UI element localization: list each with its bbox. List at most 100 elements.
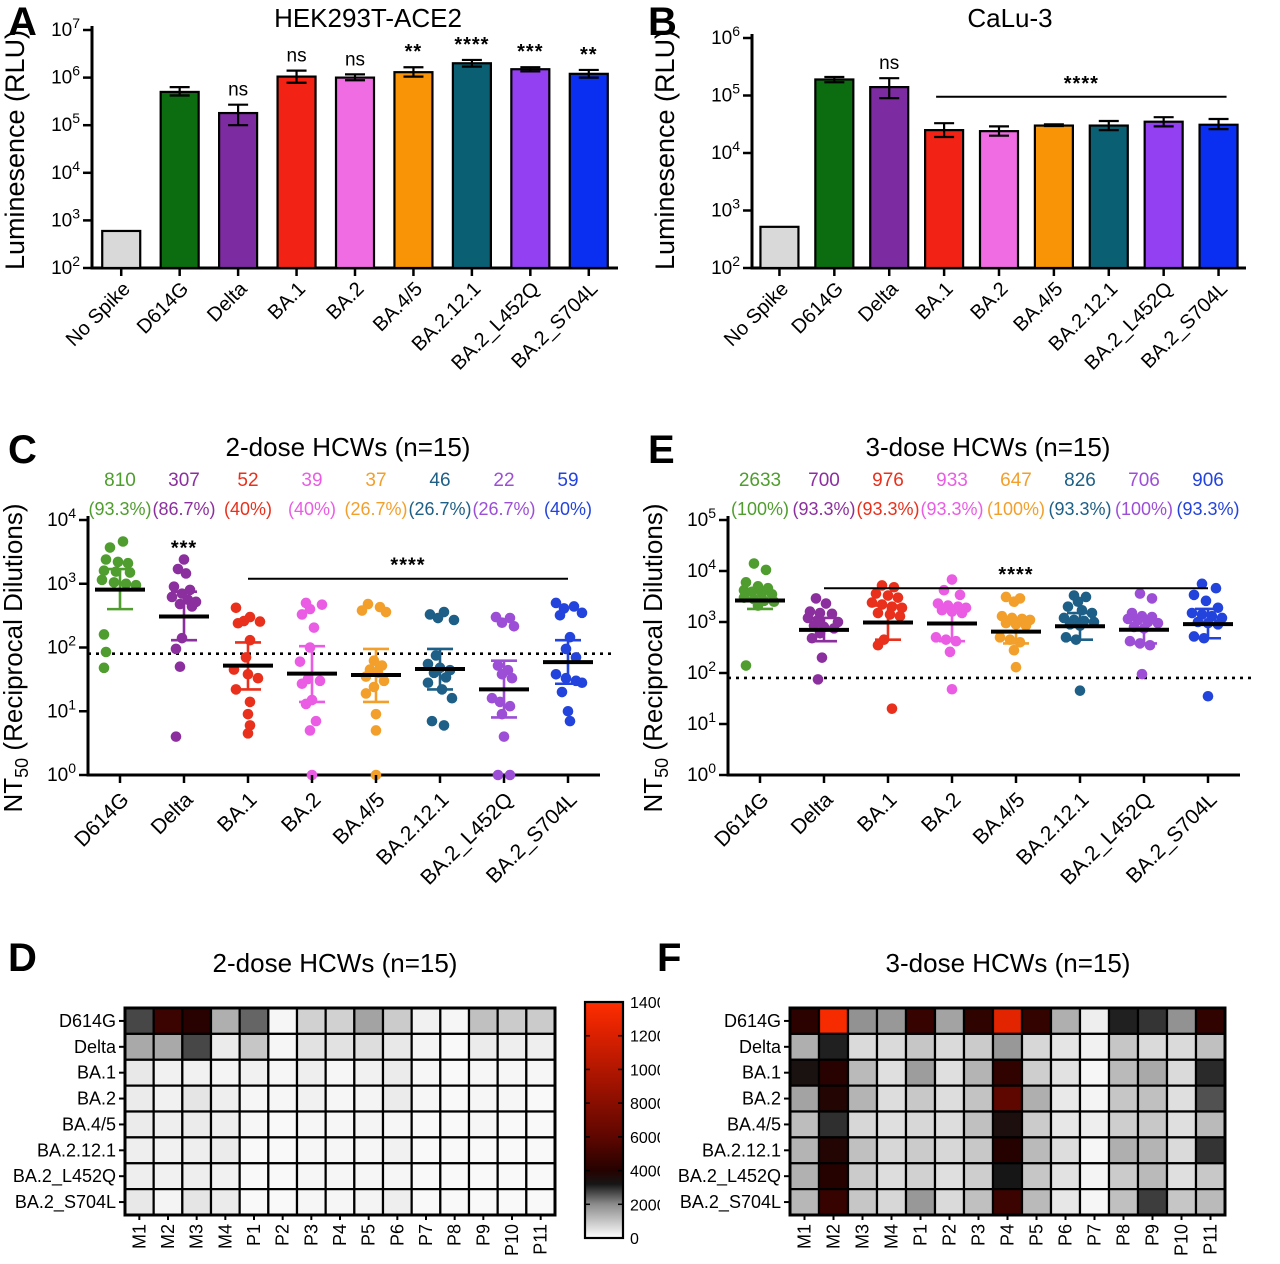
svg-text:BA.1: BA.1	[77, 1063, 116, 1083]
svg-text:P7: P7	[1085, 1224, 1105, 1246]
svg-text:***: ***	[171, 537, 197, 559]
svg-text:****: ****	[390, 555, 425, 577]
svg-text:BA.1: BA.1	[264, 278, 310, 324]
svg-text:M1: M1	[795, 1224, 815, 1249]
panel-f-heatmap: 3-dose HCWs (n=15) D614G Delta BA.1 BA.2 BA.4…	[678, 948, 1227, 1256]
svg-text:M3: M3	[853, 1224, 873, 1249]
svg-text:(93.3%): (93.3%)	[792, 499, 855, 519]
panel-b-bar-chart: CaLu-3 Luminesence (RLU) 102 103 104 105 106 No…	[650, 3, 1246, 375]
svg-text:****: ****	[998, 564, 1033, 586]
svg-text:46: 46	[429, 470, 450, 491]
svg-text:P4: P4	[330, 1224, 350, 1246]
svg-text:BA.2: BA.2	[917, 788, 965, 836]
svg-text:D614G: D614G	[724, 1011, 781, 1031]
svg-text:P3: P3	[301, 1224, 321, 1246]
svg-text:BA.2_S704L: BA.2_S704L	[680, 1192, 781, 1213]
svg-text:906: 906	[1192, 470, 1224, 491]
svg-text:102: 102	[711, 253, 740, 279]
svg-text:(93.3%): (93.3%)	[1176, 499, 1239, 519]
svg-text:Delta: Delta	[147, 788, 198, 839]
svg-text:BA.4/5: BA.4/5	[369, 278, 427, 336]
svg-text:ns: ns	[879, 53, 899, 74]
svg-text:(93.3%): (93.3%)	[856, 499, 919, 519]
svg-text:(26.7%): (26.7%)	[408, 499, 471, 519]
svg-text:(100%): (100%)	[1115, 499, 1173, 519]
svg-text:BA.1: BA.1	[911, 278, 957, 324]
svg-text:No Spike: No Spike	[720, 278, 793, 351]
svg-text:D614G: D614G	[710, 788, 773, 851]
svg-text:CaLu-3: CaLu-3	[967, 3, 1052, 33]
svg-text:976: 976	[872, 470, 904, 491]
svg-text:103: 103	[51, 205, 80, 231]
svg-text:2-dose HCWs (n=15): 2-dose HCWs (n=15)	[213, 948, 458, 978]
svg-text:102: 102	[51, 253, 80, 279]
svg-text:103: 103	[711, 196, 740, 222]
svg-text:BA.2.12.1: BA.2.12.1	[37, 1140, 116, 1160]
svg-text:102: 102	[47, 633, 76, 659]
svg-text:P10: P10	[502, 1224, 522, 1256]
svg-text:P5: P5	[359, 1224, 379, 1246]
svg-text:10000: 10000	[630, 1062, 660, 1079]
svg-text:Delta: Delta	[787, 788, 838, 839]
svg-text:0: 0	[630, 1231, 639, 1248]
svg-text:104: 104	[47, 505, 76, 531]
svg-text:Luminesence (RLU): Luminesence (RLU)	[0, 30, 30, 270]
svg-text:14000: 14000	[630, 995, 660, 1012]
svg-text:(100%): (100%)	[731, 499, 789, 519]
svg-text:NT50 (Reciprocal Dilutions): NT50 (Reciprocal Dilutions)	[640, 503, 672, 812]
svg-text:647: 647	[1000, 470, 1032, 491]
svg-text:P3: P3	[969, 1224, 989, 1246]
svg-text:M2: M2	[824, 1224, 844, 1249]
svg-text:HEK293T-ACE2: HEK293T-ACE2	[274, 3, 462, 33]
svg-text:(26.7%): (26.7%)	[472, 499, 535, 519]
svg-text:P5: P5	[1027, 1224, 1047, 1246]
svg-text:**: **	[405, 41, 423, 63]
svg-text:(26.7%): (26.7%)	[344, 499, 407, 519]
svg-text:BA.2: BA.2	[77, 1089, 116, 1109]
svg-text:100: 100	[47, 760, 76, 786]
svg-text:700: 700	[808, 470, 840, 491]
panel-letter-e: E	[648, 428, 675, 472]
svg-text:4000: 4000	[630, 1164, 660, 1181]
svg-text:37: 37	[365, 470, 386, 491]
svg-text:706: 706	[1128, 470, 1160, 491]
svg-text:2-dose HCWs (n=15): 2-dose HCWs (n=15)	[226, 432, 471, 462]
svg-text:826: 826	[1064, 470, 1096, 491]
svg-text:BA.2_L452Q: BA.2_L452Q	[678, 1166, 781, 1187]
svg-text:BA.2: BA.2	[322, 278, 368, 324]
svg-text:D614G: D614G	[133, 278, 193, 338]
svg-text:P11: P11	[1201, 1224, 1221, 1255]
svg-text:ns: ns	[287, 46, 307, 67]
panel-a-bar-chart: HEK293T-ACE2 Luminesence (RLU) 102 103 104 10…	[0, 3, 618, 375]
svg-text:BA.2.12.1: BA.2.12.1	[702, 1140, 781, 1160]
svg-text:307: 307	[168, 470, 200, 491]
panel-d-heatmap: 2-dose HCWs (n=15) D614G Delta BA.1 BA.2 BA.4…	[13, 948, 660, 1256]
svg-text:6000: 6000	[630, 1130, 660, 1147]
svg-text:BA.1: BA.1	[213, 788, 261, 836]
svg-text:D614G: D614G	[59, 1011, 116, 1031]
svg-text:104: 104	[51, 158, 80, 184]
svg-text:22: 22	[493, 470, 514, 491]
svg-text:ns: ns	[228, 80, 248, 101]
svg-text:P8: P8	[1114, 1224, 1134, 1246]
svg-text:12000: 12000	[630, 1029, 660, 1046]
svg-text:101: 101	[687, 709, 716, 735]
svg-text:BA.2_S704L: BA.2_S704L	[15, 1192, 116, 1213]
svg-text:BA.4/5: BA.4/5	[727, 1114, 781, 1134]
svg-text:BA.1: BA.1	[742, 1063, 781, 1083]
svg-text:106: 106	[711, 23, 740, 49]
svg-text:P7: P7	[416, 1224, 436, 1246]
svg-text:100: 100	[687, 760, 716, 786]
svg-text:933: 933	[936, 470, 968, 491]
svg-text:52: 52	[237, 470, 258, 491]
svg-text:106: 106	[51, 63, 80, 89]
svg-text:****: ****	[1064, 73, 1099, 95]
svg-text:P4: P4	[998, 1224, 1018, 1246]
panel-letter-d: D	[8, 936, 37, 980]
svg-text:(93.3%): (93.3%)	[1048, 499, 1111, 519]
svg-text:104: 104	[687, 556, 716, 582]
svg-text:BA.2: BA.2	[742, 1089, 781, 1109]
svg-text:P6: P6	[1056, 1224, 1076, 1246]
svg-text:105: 105	[51, 110, 80, 136]
